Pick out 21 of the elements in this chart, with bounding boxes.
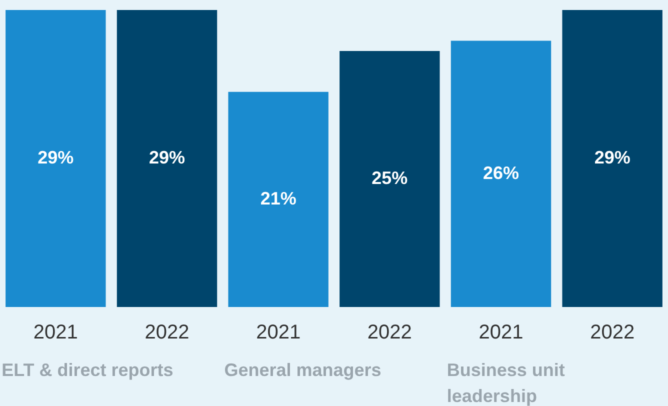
text: ELT & direct reports bbox=[2, 360, 174, 380]
x-tick-label: 2021 bbox=[478, 322, 524, 344]
x-tick-label: 2022 bbox=[590, 322, 635, 344]
bar bbox=[6, 10, 106, 307]
data-label: 29% bbox=[148, 147, 186, 168]
x-tick-label: 2022 bbox=[144, 322, 190, 344]
data-label: 25% bbox=[372, 168, 408, 188]
text: General managers bbox=[224, 360, 382, 380]
bar bbox=[228, 92, 328, 307]
bar bbox=[116, 10, 218, 307]
text: Business unit leadership bbox=[446, 360, 565, 406]
data-label: 26% bbox=[482, 162, 520, 183]
bar bbox=[340, 50, 440, 307]
data-label: 21% bbox=[260, 188, 296, 208]
bar bbox=[450, 40, 552, 307]
x-tick-label: 2022 bbox=[367, 322, 412, 344]
x-tick-label: 2021 bbox=[33, 322, 78, 344]
data-label: 29% bbox=[594, 147, 630, 168]
bar bbox=[562, 10, 662, 307]
data-label: 29% bbox=[38, 147, 74, 168]
x-tick-label: 2021 bbox=[256, 322, 301, 344]
